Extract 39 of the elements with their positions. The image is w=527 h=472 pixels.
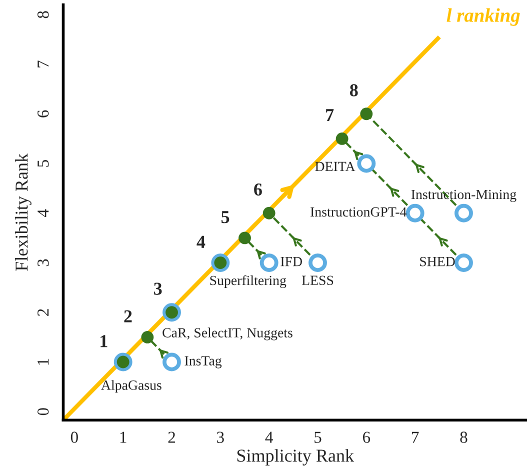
y-tick-label: 6 [38,110,49,118]
annotation: DEITA [315,162,356,172]
x-tick-label: 0 [70,432,78,443]
annotation: CaR, SelectIT, Nuggets [162,328,292,340]
annotation: SHED [420,256,455,266]
annotation: 2 [124,310,132,322]
y-tick-label: 0 [37,408,49,416]
annotation: 4 [196,236,206,248]
x-tick-label: 4 [265,432,273,443]
annotation: 6 [254,183,262,196]
annotation: IFD [280,257,302,266]
x-axis-title: Simplicity Rank [237,449,354,466]
annotation: 1 [100,335,108,348]
annotation: LESS [302,276,334,286]
annotation: Instruction-Mining [411,190,516,202]
y-tick-label: 2 [38,309,49,316]
annotation: 7 [326,109,334,121]
x-tick-label: 6 [362,432,370,443]
y-tick-label: 3 [38,259,49,266]
annotation: Superfiltering [210,275,286,288]
annotation: InsTag [184,356,222,368]
x-tick-label: 1 [120,432,126,443]
y-tick-label: 4 [38,209,49,217]
annotation: AlpaGasus [101,380,162,393]
annotation: 8 [350,84,358,96]
y-tick-label: 5 [38,160,49,167]
x-tick-label: 7 [412,432,419,443]
annotation: l ranking [446,8,520,26]
x-tick-label: 5 [314,432,322,443]
annotation: 5 [222,211,230,224]
x-tick-label: 2 [168,432,176,443]
annotation: 3 [154,282,162,295]
annotation: InstructionGPT-4 [310,207,407,217]
x-tick-label: 8 [460,432,468,443]
y-tick-label: 8 [37,11,49,18]
y-tick-label: 1 [38,358,49,365]
y-tick-label: 7 [38,60,49,68]
x-tick-label: 3 [217,432,224,443]
y-axis-title: Flexibility Rank [15,153,32,271]
